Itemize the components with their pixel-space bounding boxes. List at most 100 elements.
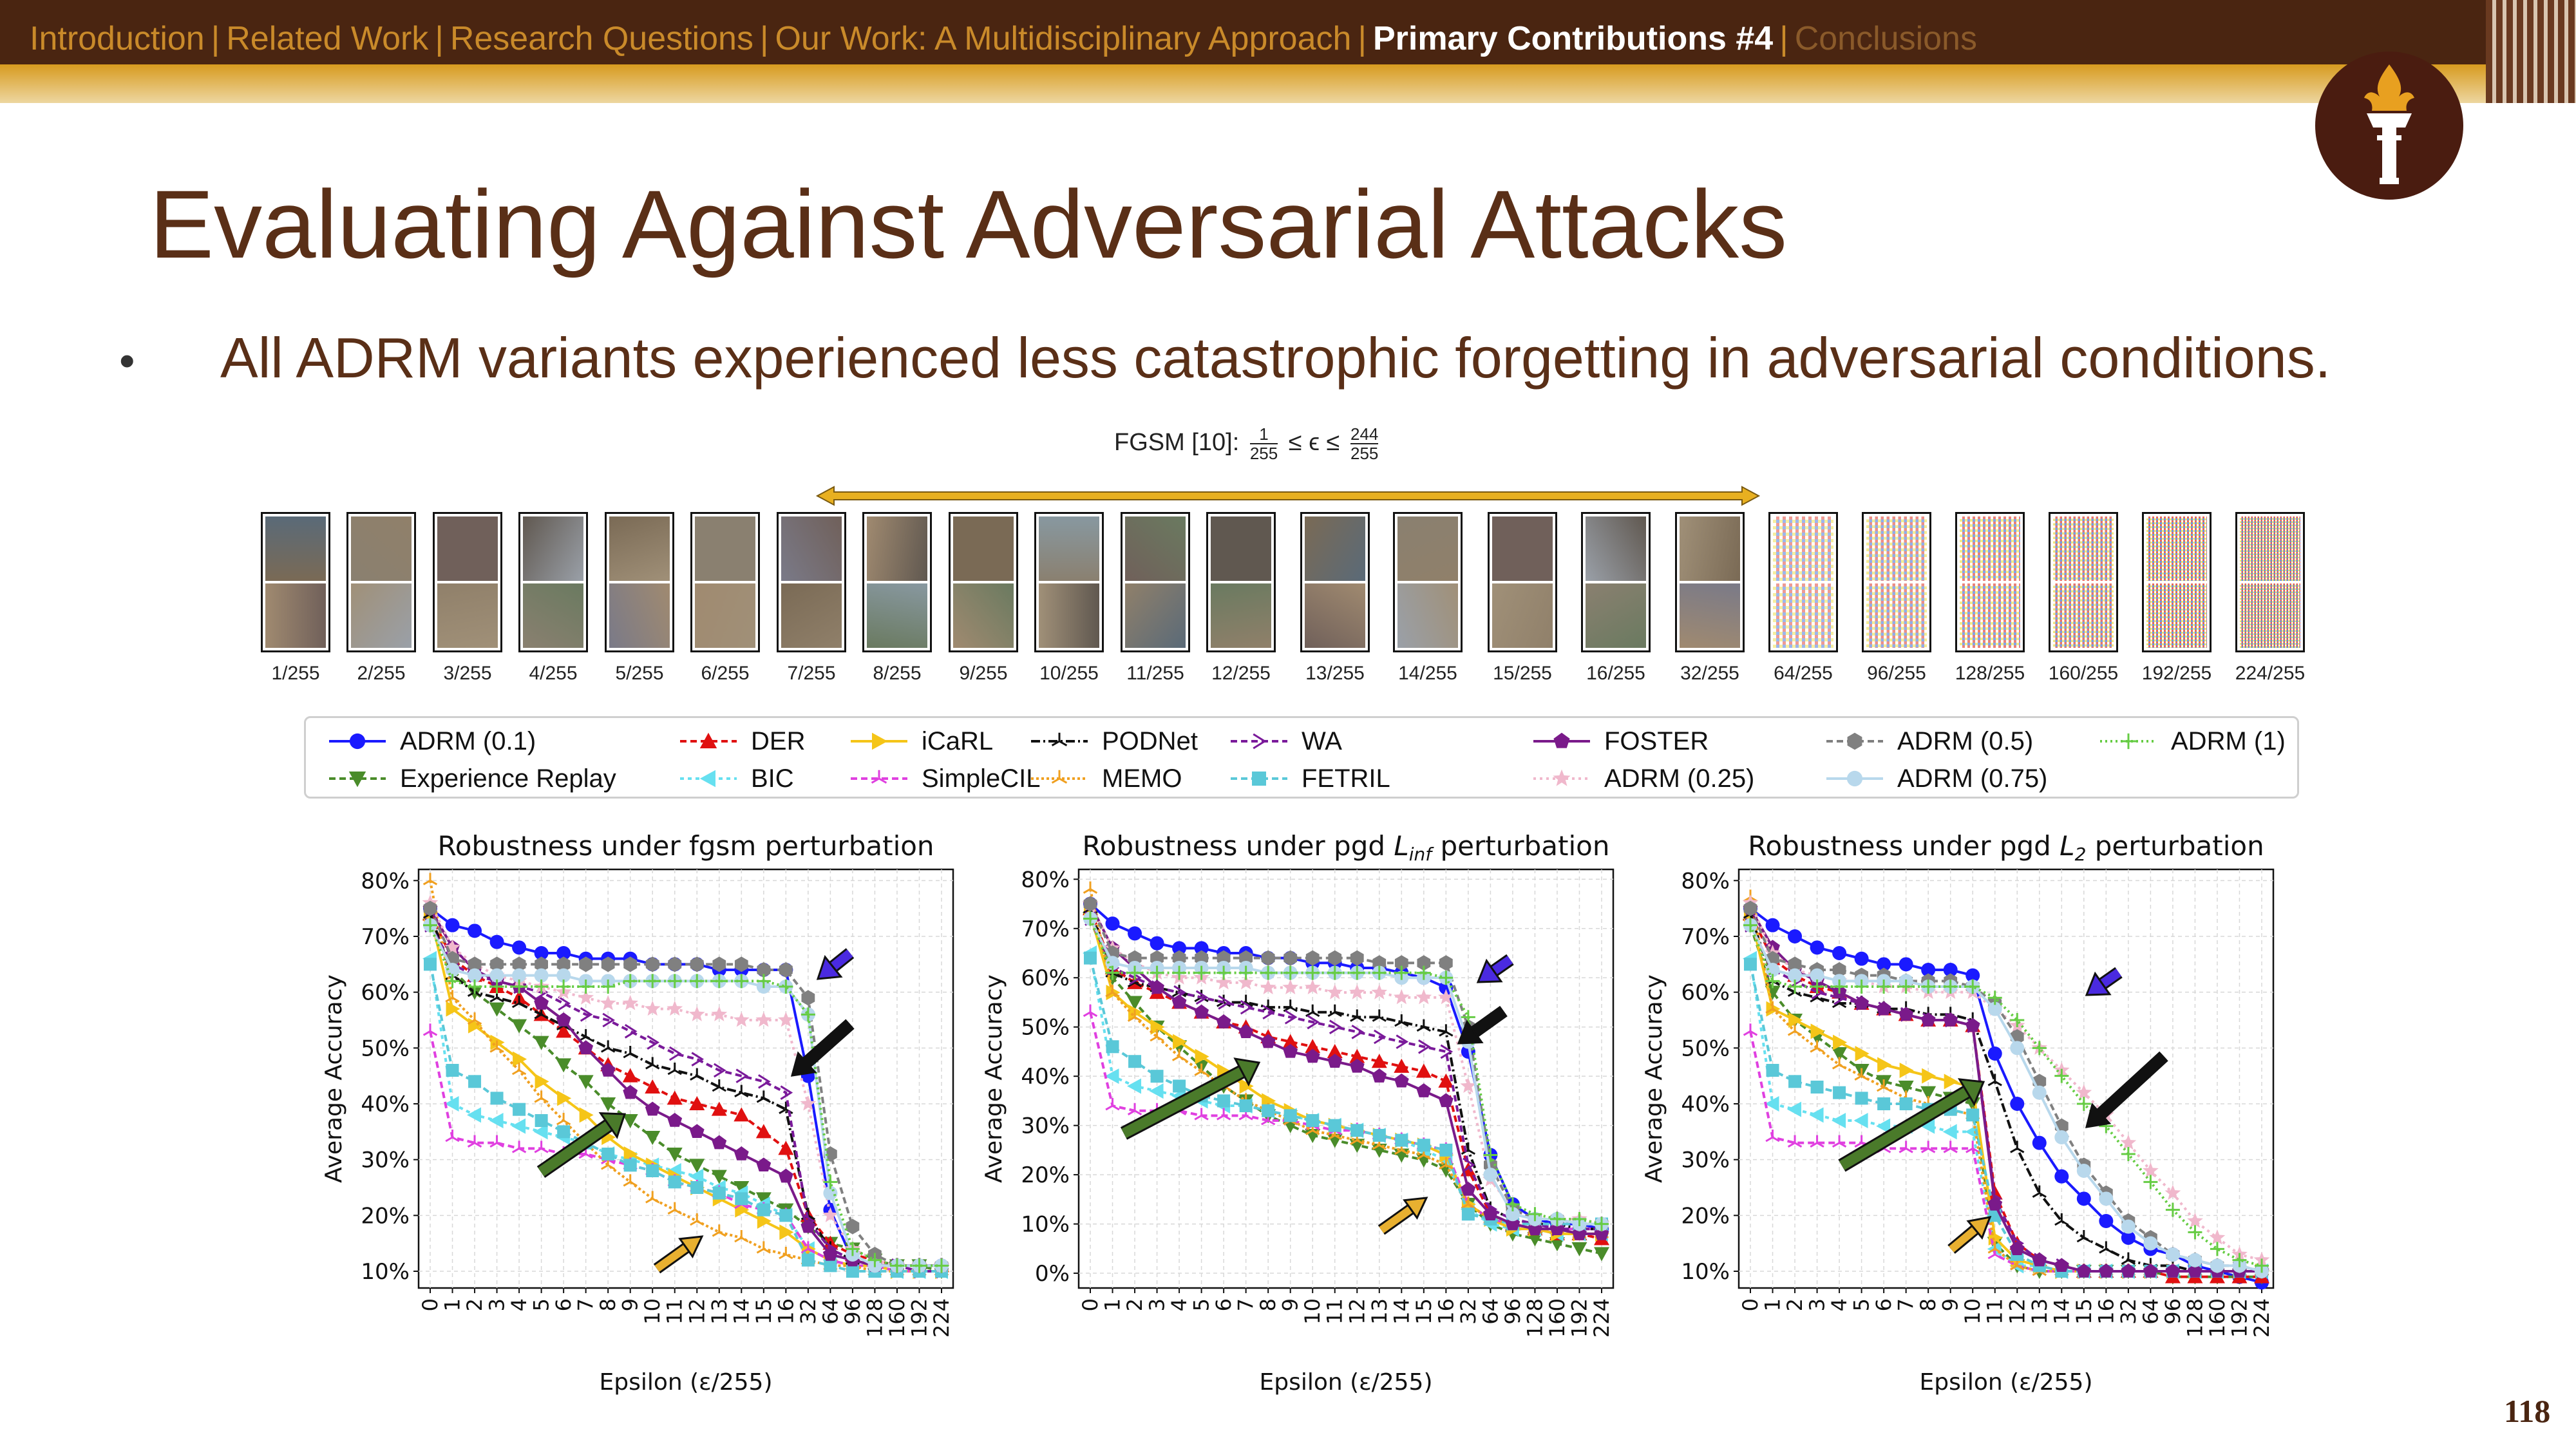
data-point: [534, 1090, 549, 1103]
data-point: [556, 946, 571, 960]
data-point: [1282, 1034, 1298, 1048]
data-point: [1416, 965, 1431, 980]
legend-swatch: [329, 733, 386, 750]
data-point: [734, 1084, 749, 1097]
data-point: [2165, 1264, 2181, 1278]
data-point: [780, 1085, 793, 1100]
data-point: [1282, 979, 1299, 995]
x-tick-label: 1: [1761, 1298, 1785, 1311]
data-point: [1987, 990, 2002, 1005]
data-point: [489, 980, 504, 994]
data-point: [2143, 1264, 2158, 1278]
data-point: [756, 1157, 772, 1172]
torch-logo: [2315, 52, 2463, 200]
x-tick-label: 2: [1122, 1298, 1147, 1311]
data-point: [822, 1247, 838, 1261]
x-tick-label: 128: [862, 1298, 887, 1338]
data-point: [800, 1241, 816, 1254]
data-point: [1595, 1217, 1609, 1231]
data-point: [1855, 1092, 1868, 1105]
data-point: [645, 1057, 660, 1070]
annotation-arrows: [1120, 954, 1514, 1235]
data-point: [2076, 1084, 2092, 1100]
data-point: [1832, 1047, 1848, 1061]
data-point: [2009, 1241, 2025, 1256]
thumbnail-label: 6/255: [701, 663, 750, 684]
thumbnail-image: [1586, 516, 1646, 581]
data-point: [2076, 1097, 2091, 1111]
bullet-marker: •: [119, 336, 135, 386]
legend-label: Experience Replay: [400, 764, 616, 793]
x-tick-label: 160: [1545, 1298, 1569, 1338]
data-point: [1173, 1079, 1186, 1093]
thumbnail-image: [523, 516, 583, 581]
data-point: [446, 1001, 460, 1017]
data-point: [1327, 965, 1342, 980]
data-point: [734, 974, 749, 989]
x-tick-label: 192: [907, 1298, 931, 1338]
nav-item-primary-contributions-4[interactable]: Primary Contributions #4: [1372, 20, 1774, 57]
legend-item: ADRM (0.1): [325, 723, 609, 759]
data-point: [1483, 1148, 1498, 1162]
y-tick-label: 60%: [361, 980, 410, 1006]
data-point: [1922, 1068, 1937, 1084]
data-point: [1127, 996, 1143, 1010]
data-point: [1876, 1001, 1891, 1016]
data-point: [1832, 980, 1847, 994]
data-point: [1149, 1083, 1164, 1099]
data-point: [534, 968, 549, 983]
data-point: [647, 1035, 660, 1050]
thumbnail-image: [2240, 583, 2300, 648]
data-point: [733, 1012, 750, 1027]
data-point: [824, 1259, 837, 1273]
data-point: [1832, 1135, 1847, 1148]
thumbnail-image: [1960, 583, 2020, 648]
nav-item-introduction[interactable]: Introduction: [30, 20, 205, 57]
legend-item: iCaRL: [847, 723, 1130, 759]
y-tick-label: 30%: [361, 1148, 410, 1173]
data-point: [1765, 974, 1780, 989]
data-point: [489, 1135, 504, 1148]
nav-item-our-work-a-multidisciplinary-approach[interactable]: Our Work: A Multidisciplinary Approach: [775, 20, 1352, 57]
data-point: [558, 996, 571, 1011]
data-point: [445, 990, 460, 1003]
data-point: [735, 1068, 749, 1083]
data-point: [556, 1058, 572, 1073]
x-tick-label: 4: [507, 1298, 531, 1311]
data-point: [1150, 936, 1164, 951]
data-point: [468, 923, 482, 938]
data-point: [511, 996, 527, 1009]
data-point: [534, 1141, 549, 1153]
data-point: [2099, 1191, 2114, 1206]
nav-item-related-work[interactable]: Related Work: [226, 20, 429, 57]
data-point: [2076, 1264, 2092, 1278]
data-point: [489, 934, 504, 949]
data-point: [1943, 980, 1958, 994]
slide-title: Evaluating Against Adversarial Attacks: [149, 170, 1788, 278]
legend-label: ADRM (0.5): [1897, 727, 2034, 755]
data-point: [1127, 1103, 1142, 1116]
data-point: [1899, 1063, 1914, 1078]
annotation-arrows: [536, 948, 855, 1274]
data-point: [1283, 950, 1298, 966]
y-tick-label: 70%: [361, 924, 410, 950]
perturbation-thumbnails: 1/255 2/255 3/255 4/255 5/255 6/255 7/255 8/255…: [0, 512, 2576, 692]
data-point: [578, 980, 593, 994]
nav-item-research-questions[interactable]: Research Questions: [450, 20, 753, 57]
data-point: [1461, 1208, 1475, 1221]
data-point: [712, 1135, 727, 1150]
data-point: [1765, 918, 1780, 933]
data-point: [1787, 1101, 1802, 1117]
nav-item-conclusions[interactable]: Conclusions: [1794, 20, 1977, 57]
thumbnail-label: 10/255: [1039, 663, 1099, 684]
chart-pgd-linf: Robustness under pgd Linf perturbation 0%…: [963, 824, 1645, 1404]
thumbnail-image: [1586, 583, 1646, 648]
data-point: [668, 1175, 681, 1189]
data-point: [2032, 1185, 2047, 1198]
x-tick-label: 192: [2227, 1298, 2251, 1338]
thumbnail-pair: [777, 512, 846, 652]
thumbnail-pair: [1034, 512, 1104, 652]
thumbnail-pair: [1768, 512, 1838, 652]
data-point: [2010, 1041, 2025, 1056]
data-point: [489, 1113, 504, 1128]
